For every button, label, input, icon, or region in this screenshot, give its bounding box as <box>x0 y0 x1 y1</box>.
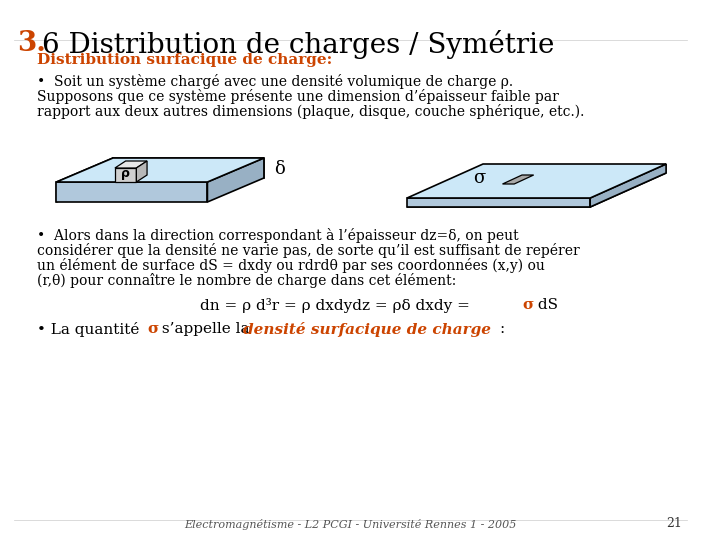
Polygon shape <box>503 175 534 184</box>
Text: 3.: 3. <box>17 30 46 57</box>
Text: (r,θ) pour connaître le nombre de charge dans cet élément:: (r,θ) pour connaître le nombre de charge… <box>37 273 456 288</box>
Polygon shape <box>115 161 147 168</box>
Text: :: : <box>500 322 505 336</box>
Text: 21: 21 <box>666 517 682 530</box>
Polygon shape <box>590 164 666 207</box>
Text: σ: σ <box>147 322 158 336</box>
Text: dS: dS <box>533 298 558 312</box>
Text: densité surfacique de charge: densité surfacique de charge <box>243 322 492 337</box>
Text: Distribution surfacique de charge:: Distribution surfacique de charge: <box>37 53 332 67</box>
Text: considérer que la densité ne varie pas, de sorte qu’il est suffisant de repérer: considérer que la densité ne varie pas, … <box>37 243 580 258</box>
Polygon shape <box>407 173 666 207</box>
Text: • La quantité: • La quantité <box>37 322 144 337</box>
Polygon shape <box>113 158 264 178</box>
Text: s’appelle la: s’appelle la <box>157 322 254 336</box>
Text: ρ: ρ <box>121 167 130 180</box>
Text: •  Alors dans la direction correspondant à l’épaisseur dz=δ, on peut: • Alors dans la direction correspondant … <box>37 228 518 243</box>
Polygon shape <box>115 168 136 182</box>
Text: σ: σ <box>473 169 485 187</box>
Text: rapport aux deux autres dimensions (plaque, disque, couche sphérique, etc.).: rapport aux deux autres dimensions (plaq… <box>37 104 585 119</box>
Polygon shape <box>207 158 264 202</box>
Text: dn = ρ d³r = ρ dxdydz = ρδ dxdy =: dn = ρ d³r = ρ dxdydz = ρδ dxdy = <box>199 298 474 313</box>
Text: •  Soit un système chargé avec une densité volumique de charge ρ.: • Soit un système chargé avec une densit… <box>37 74 513 89</box>
Text: σ: σ <box>522 298 534 312</box>
Text: δ: δ <box>274 160 284 178</box>
Text: un élément de surface dS = dxdy ou rdrdθ par ses coordonnées (x,y) ou: un élément de surface dS = dxdy ou rdrdθ… <box>37 258 545 273</box>
Polygon shape <box>56 182 207 202</box>
Polygon shape <box>407 164 666 198</box>
Text: Electromagnétisme - L2 PCGI - Université Rennes 1 - 2005: Electromagnétisme - L2 PCGI - Université… <box>184 519 517 530</box>
Text: 6 Distribution de charges / Symétrie: 6 Distribution de charges / Symétrie <box>42 30 554 59</box>
Polygon shape <box>56 158 264 182</box>
Text: Supposons que ce système présente une dimension d’épaisseur faible par: Supposons que ce système présente une di… <box>37 89 559 104</box>
Polygon shape <box>407 198 590 207</box>
Polygon shape <box>136 161 147 182</box>
Polygon shape <box>56 158 113 202</box>
